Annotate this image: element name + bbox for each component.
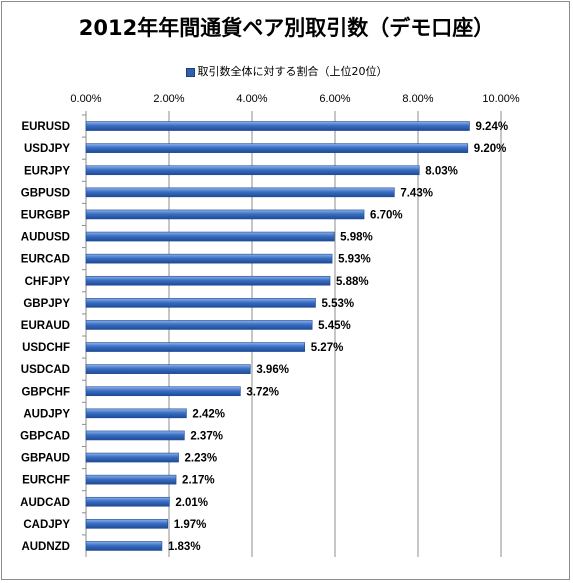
bar: [85, 298, 316, 308]
bar: [85, 209, 365, 220]
y-category-label: CHFJPY: [25, 276, 71, 288]
y-category-label: AUDJPY: [23, 408, 70, 420]
bar-value-label: 2.17%: [182, 475, 215, 487]
bar-value-label: 9.24%: [475, 121, 508, 133]
bar: [85, 364, 251, 374]
bar-value-label: 9.20%: [474, 143, 507, 155]
y-category-label: AUDUSD: [21, 232, 70, 244]
bar-value-label: 7.43%: [400, 187, 433, 199]
bar: [85, 275, 331, 286]
bar-value-label: 2.37%: [190, 430, 223, 442]
bar: [85, 143, 469, 153]
bar-value-label: 5.98%: [340, 232, 373, 244]
y-category-label: CADJPY: [23, 519, 70, 531]
x-tick-label: 6.00%: [319, 93, 350, 105]
bar: [85, 253, 333, 264]
bar-value-label: 2.42%: [192, 408, 225, 420]
y-category-label: USDJPY: [24, 143, 70, 155]
bar-value-label: 3.96%: [256, 364, 289, 376]
y-category-label: EURGBP: [21, 209, 71, 221]
bar: [85, 430, 185, 441]
bar-value-label: 5.27%: [311, 342, 344, 354]
legend-swatch: [185, 67, 195, 77]
bar-value-label: 5.45%: [318, 320, 351, 332]
x-tick-label: 4.00%: [236, 93, 267, 105]
bar: [85, 541, 163, 551]
y-category-label: GBPCAD: [20, 430, 70, 442]
y-category-label: EURCAD: [21, 254, 70, 266]
bar: [85, 231, 335, 242]
bar-value-label: 3.72%: [246, 386, 279, 398]
bar-value-label: 1.83%: [168, 541, 201, 553]
y-category-label: USDCHF: [22, 342, 70, 354]
bar: [85, 386, 241, 397]
bar: [85, 519, 169, 529]
y-category-label: EURUSD: [21, 121, 70, 133]
chart-title: 2012年年間通貨ペア別取引数（デモ口座）: [78, 16, 495, 40]
y-category-label: USDCAD: [21, 364, 70, 376]
bar: [85, 320, 313, 330]
y-category-label: GBPAUD: [21, 453, 70, 465]
y-category-label: GBPCHF: [21, 386, 70, 398]
bar: [85, 474, 177, 485]
legend-label: 取引数全体に対する割合（上位20位）: [197, 65, 388, 78]
y-category-label: GBPJPY: [23, 298, 70, 310]
bar-value-label: 5.53%: [321, 298, 354, 310]
bar-value-label: 5.93%: [338, 254, 371, 266]
x-tick-label: 8.00%: [402, 93, 433, 105]
bar: [85, 187, 395, 198]
y-category-label: AUDNZD: [21, 541, 70, 553]
bar: [85, 496, 170, 507]
y-category-label: AUDCAD: [20, 497, 70, 509]
bar-value-label: 8.03%: [425, 165, 458, 177]
bar: [85, 452, 179, 463]
y-category-label: GBPUSD: [21, 187, 70, 199]
bar: [85, 342, 306, 352]
x-tick-label: 10.00%: [482, 93, 520, 105]
bar-value-label: 2.01%: [175, 497, 208, 509]
bar-value-label: 1.97%: [174, 519, 207, 531]
y-category-label: EURCHF: [22, 475, 70, 487]
bar: [85, 165, 420, 176]
legend: 取引数全体に対する割合（上位20位）: [0, 63, 573, 79]
y-category-label: EURJPY: [24, 165, 70, 177]
bar: [85, 408, 187, 419]
bar-value-label: 5.88%: [336, 276, 369, 288]
y-category-label: EURAUD: [21, 320, 70, 332]
x-tick-label: 0.00%: [70, 93, 101, 105]
x-tick-label: 2.00%: [153, 93, 184, 105]
bar: [85, 121, 470, 131]
bar-value-label: 2.23%: [185, 453, 218, 465]
bar-value-label: 6.70%: [370, 209, 403, 221]
